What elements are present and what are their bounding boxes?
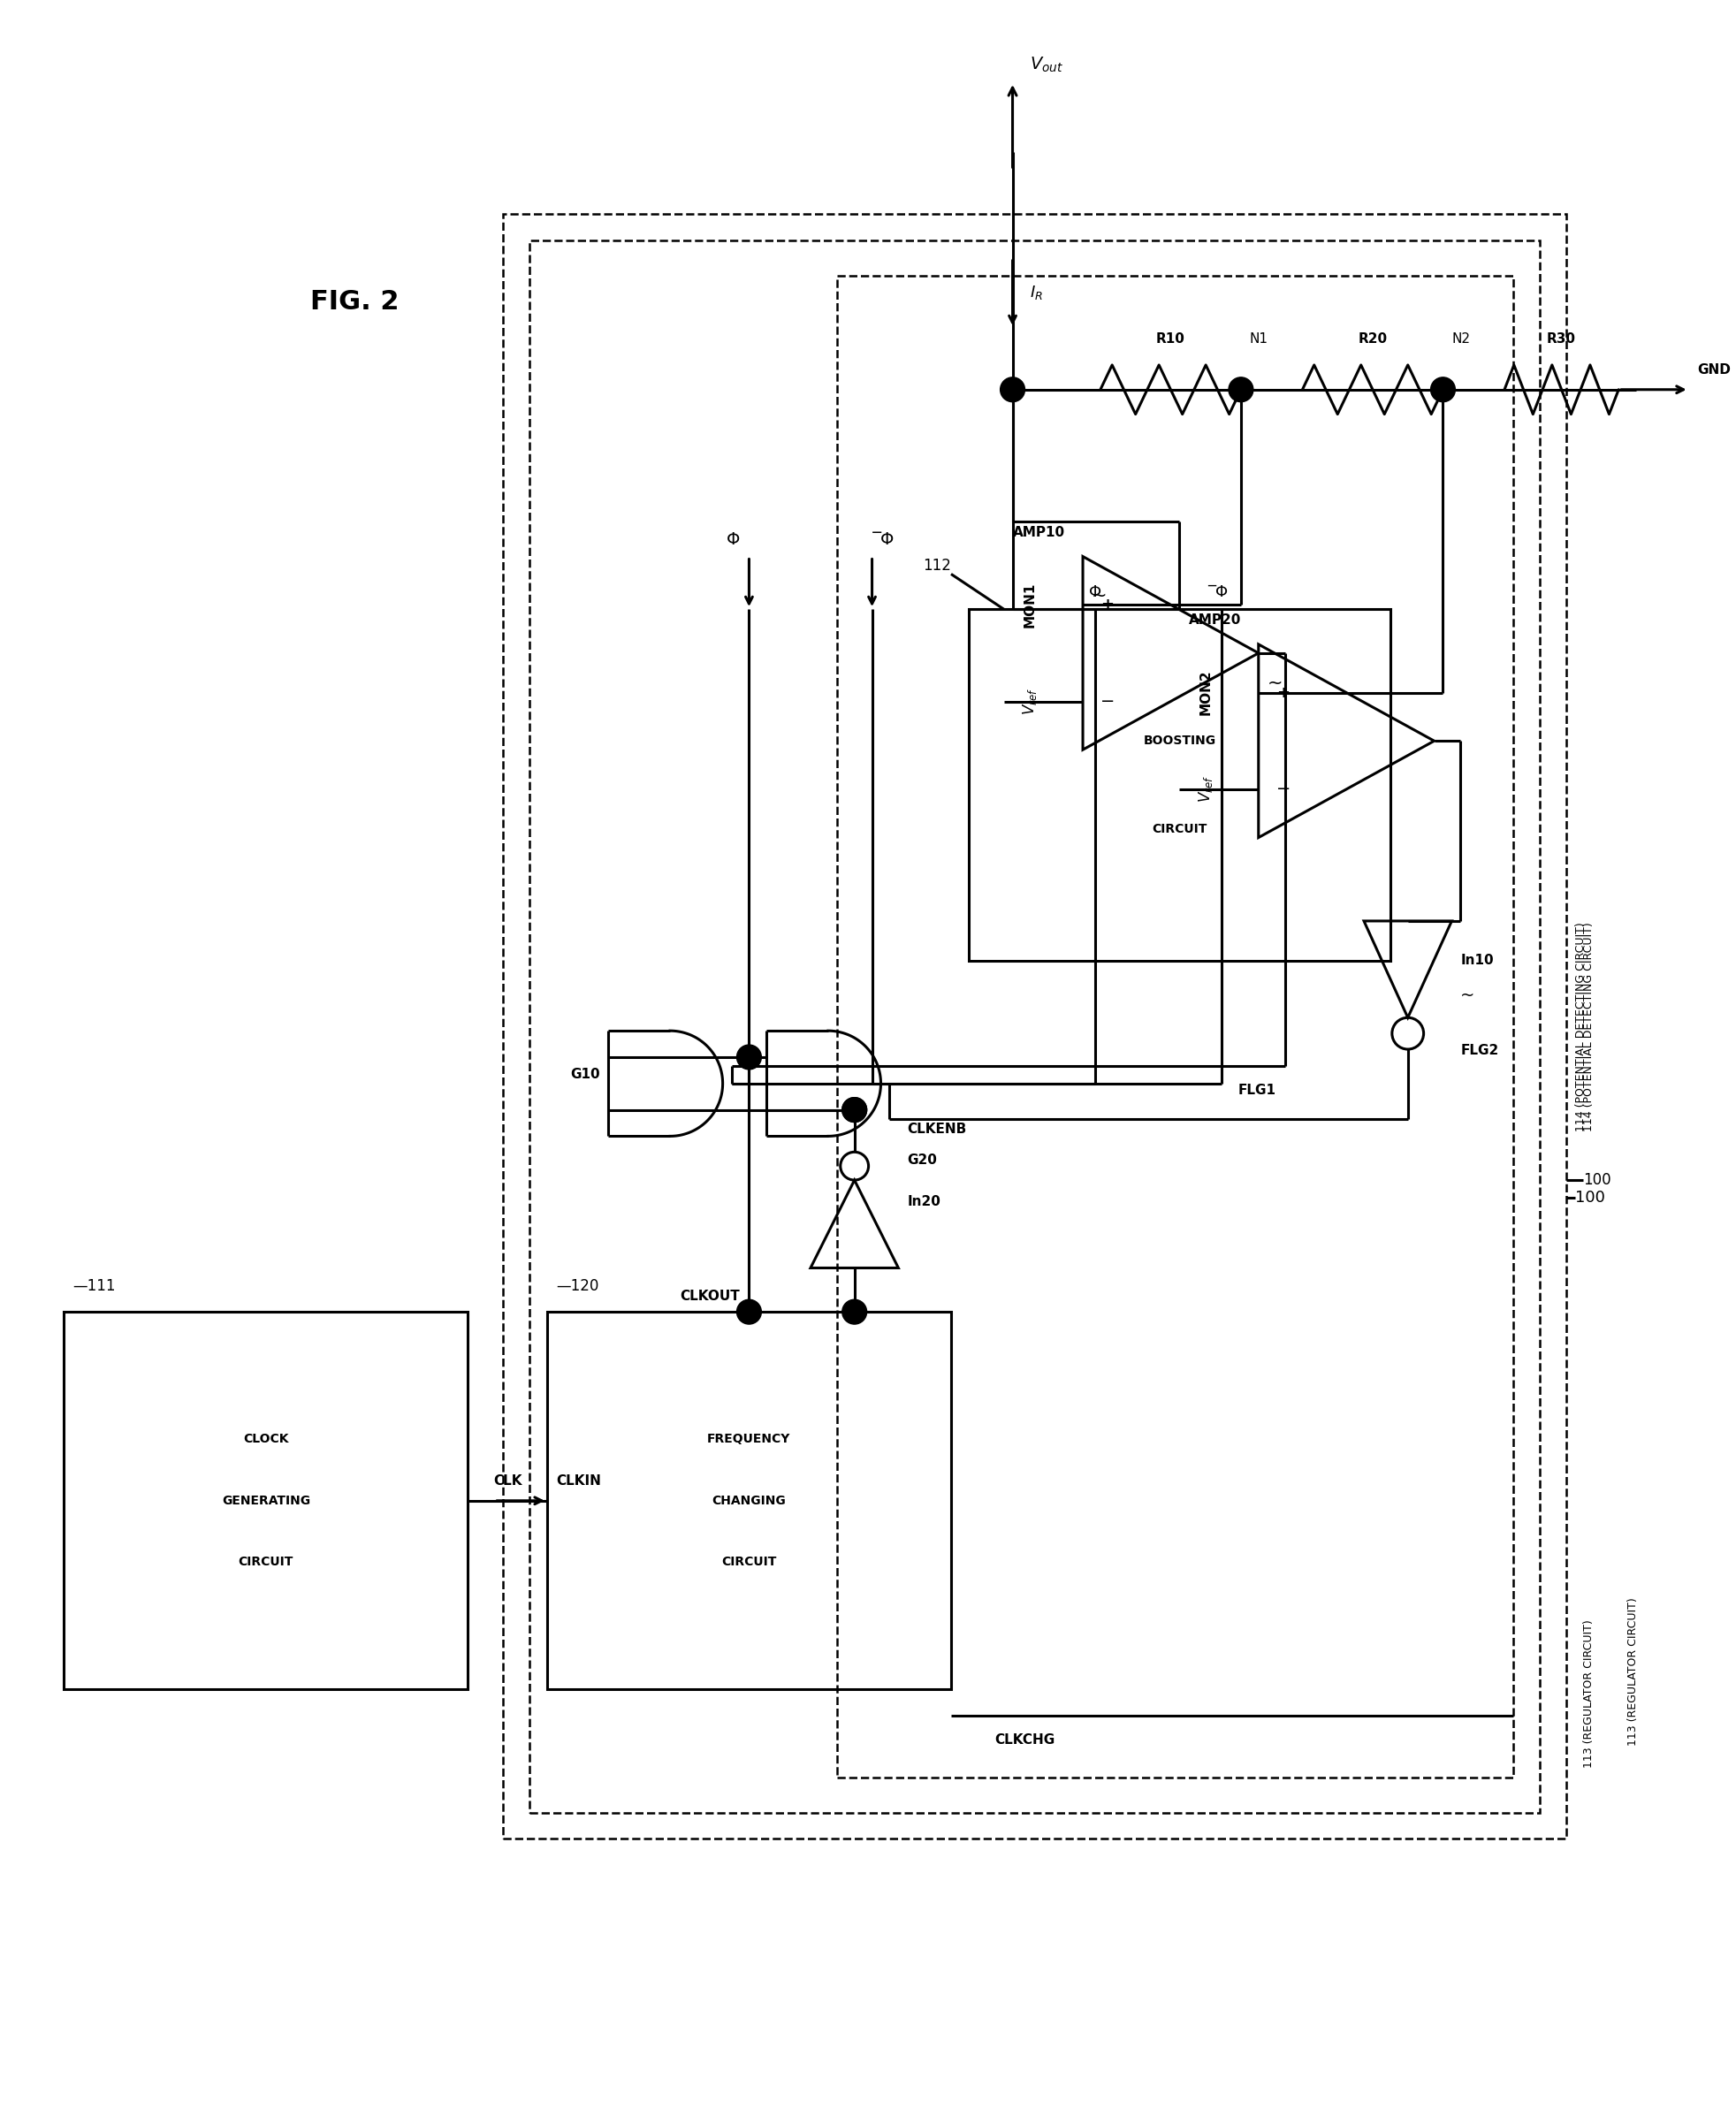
Circle shape bbox=[1000, 378, 1024, 403]
Text: ̅Φ: ̅Φ bbox=[1215, 584, 1227, 601]
Text: CLKENB: CLKENB bbox=[908, 1122, 967, 1137]
Text: Φ: Φ bbox=[727, 531, 740, 548]
Text: —120: —120 bbox=[556, 1278, 599, 1295]
Text: BOOSTING: BOOSTING bbox=[1144, 734, 1215, 747]
Circle shape bbox=[1430, 378, 1455, 403]
Circle shape bbox=[1229, 378, 1253, 403]
Text: G10: G10 bbox=[569, 1067, 599, 1082]
Text: FLG1: FLG1 bbox=[1238, 1084, 1276, 1097]
Text: 113 (REGULATOR CIRCUIT): 113 (REGULATOR CIRCUIT) bbox=[1583, 1620, 1595, 1767]
Text: MON1: MON1 bbox=[1024, 582, 1036, 628]
Text: FREQUENCY: FREQUENCY bbox=[707, 1432, 792, 1445]
Text: 113 (REGULATOR CIRCUIT): 113 (REGULATOR CIRCUIT) bbox=[1627, 1599, 1639, 1746]
Text: 114 (POTENTIAL DETECTING CIRCUIT): 114 (POTENTIAL DETECTING CIRCUIT) bbox=[1583, 922, 1595, 1130]
Bar bbox=[837, 276, 1514, 1778]
Text: 100: 100 bbox=[1575, 1189, 1604, 1206]
Text: +: + bbox=[1101, 597, 1115, 614]
Circle shape bbox=[842, 1097, 866, 1122]
Text: $I_R$: $I_R$ bbox=[1029, 285, 1043, 302]
Bar bbox=[64, 1312, 469, 1689]
Text: GENERATING: GENERATING bbox=[222, 1495, 311, 1508]
Text: ~: ~ bbox=[1092, 586, 1108, 603]
Text: In20: In20 bbox=[908, 1196, 941, 1208]
Text: AMP10: AMP10 bbox=[1014, 525, 1066, 540]
Bar bbox=[547, 1312, 951, 1689]
Text: ~: ~ bbox=[1267, 675, 1283, 692]
Text: Φ: Φ bbox=[1088, 584, 1101, 601]
Text: MON2: MON2 bbox=[1200, 671, 1212, 715]
Text: CIRCUIT: CIRCUIT bbox=[238, 1556, 293, 1569]
Bar bbox=[529, 240, 1540, 1812]
Text: —111: —111 bbox=[73, 1278, 116, 1295]
Text: 114 (POTENTIAL DETECTING CIRCUIT): 114 (POTENTIAL DETECTING CIRCUIT) bbox=[1575, 922, 1587, 1130]
Text: CLK: CLK bbox=[493, 1474, 523, 1487]
Text: FLG2: FLG2 bbox=[1460, 1044, 1498, 1057]
Circle shape bbox=[842, 1097, 866, 1122]
Text: GND: GND bbox=[1698, 363, 1731, 375]
Text: CLOCK: CLOCK bbox=[243, 1432, 288, 1445]
Text: CLKOUT: CLKOUT bbox=[681, 1291, 740, 1303]
Text: AMP20: AMP20 bbox=[1189, 614, 1241, 626]
Text: CLKCHG: CLKCHG bbox=[995, 1734, 1055, 1746]
Text: −: − bbox=[1276, 780, 1290, 797]
Text: ~: ~ bbox=[1460, 987, 1476, 1004]
Text: $V_{out}$: $V_{out}$ bbox=[1029, 55, 1064, 74]
Text: FIG. 2: FIG. 2 bbox=[311, 289, 399, 314]
Text: CIRCUIT: CIRCUIT bbox=[722, 1556, 776, 1569]
Circle shape bbox=[736, 1044, 762, 1069]
Text: N2: N2 bbox=[1451, 333, 1470, 346]
Text: N1: N1 bbox=[1250, 333, 1269, 346]
Text: −: − bbox=[1101, 694, 1115, 711]
Text: In10: In10 bbox=[1460, 953, 1493, 968]
Text: $V_{ref}$: $V_{ref}$ bbox=[1196, 776, 1215, 804]
Text: CLKIN: CLKIN bbox=[556, 1474, 601, 1487]
Text: R30: R30 bbox=[1547, 333, 1576, 346]
Text: +: + bbox=[1276, 685, 1290, 700]
Text: R20: R20 bbox=[1358, 333, 1387, 346]
Text: R10: R10 bbox=[1156, 333, 1186, 346]
Text: G20: G20 bbox=[908, 1154, 937, 1166]
Bar bbox=[969, 610, 1391, 960]
Text: 112: 112 bbox=[924, 559, 951, 574]
Text: $V_{ref}$: $V_{ref}$ bbox=[1021, 688, 1038, 715]
Text: CHANGING: CHANGING bbox=[712, 1495, 786, 1508]
Text: 100: 100 bbox=[1583, 1173, 1611, 1187]
Bar bbox=[503, 213, 1566, 1839]
Text: CIRCUIT: CIRCUIT bbox=[1153, 823, 1207, 835]
Text: ̅Φ: ̅Φ bbox=[880, 531, 894, 548]
Circle shape bbox=[842, 1299, 866, 1324]
Circle shape bbox=[736, 1299, 762, 1324]
